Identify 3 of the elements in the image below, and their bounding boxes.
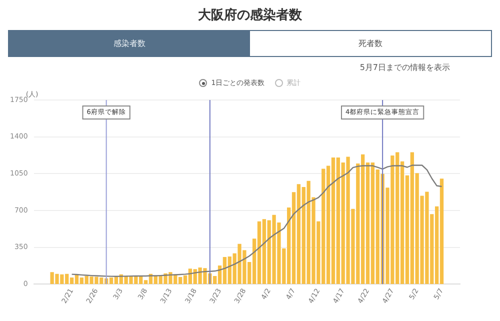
tab-button: 感染者数 xyxy=(9,31,250,56)
text: 5月7日までの情報を表示 xyxy=(358,62,450,73)
chart-title: 大阪府の感染者数 xyxy=(197,6,303,25)
